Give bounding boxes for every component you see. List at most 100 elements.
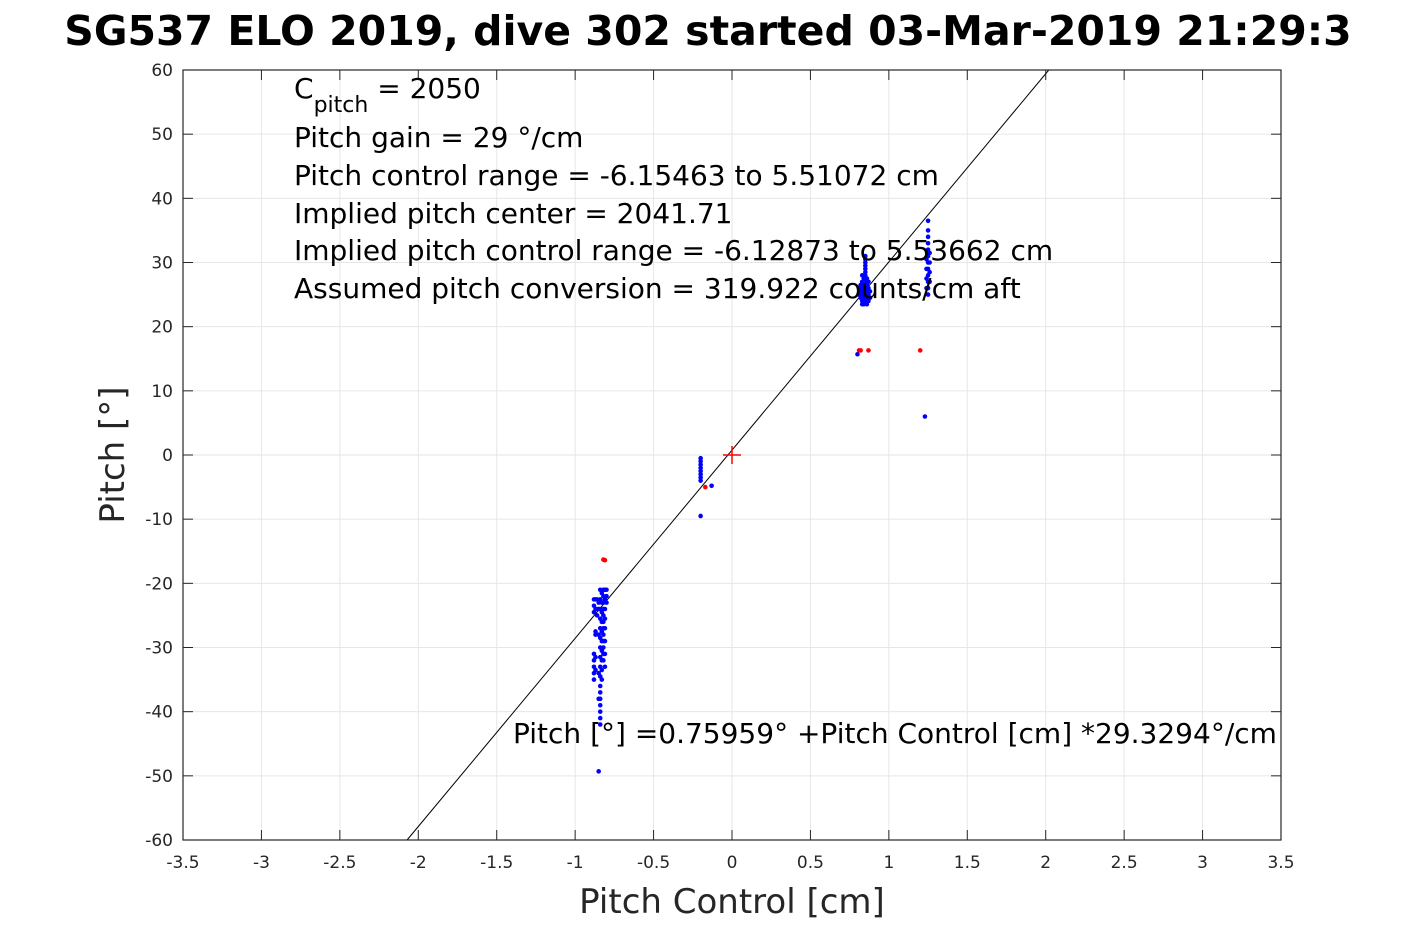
data-point	[867, 295, 873, 301]
data-point	[709, 483, 714, 489]
annotation-main: Implied pitch control range = -6.12873 t…	[294, 234, 1053, 267]
fit-equation-label: Pitch [°] =0.75959° +Pitch Control [cm] …	[513, 717, 1277, 750]
annotation-line: Implied pitch control range = -6.12873 t…	[294, 234, 1053, 267]
annotation-main: Pitch gain = 29 °/cm	[294, 121, 583, 154]
y-tick-label: 0	[162, 446, 173, 466]
y-tick-label: -40	[145, 703, 173, 723]
annotation-main: C	[294, 72, 314, 105]
data-point	[925, 218, 931, 224]
x-axis-label: Pitch Control [cm]	[579, 882, 885, 922]
x-tick-label: 0.5	[797, 853, 824, 873]
data-point	[602, 616, 608, 621]
data-point	[698, 475, 703, 480]
data-point	[698, 459, 703, 464]
y-tick-label: 10	[151, 382, 173, 402]
data-point	[698, 513, 703, 519]
data-point	[597, 690, 603, 695]
data-point	[597, 683, 603, 689]
annotation-main: Implied pitch center = 2041.71	[294, 197, 732, 230]
data-point	[597, 715, 603, 721]
data-point	[698, 455, 703, 461]
data-point	[698, 468, 703, 474]
x-tick-label: 2.5	[1111, 853, 1138, 873]
data-point	[867, 289, 873, 294]
x-tick-label: 1	[883, 853, 894, 873]
data-point	[927, 260, 932, 265]
y-tick-label: -20	[145, 574, 173, 594]
y-tick-label: 60	[151, 61, 173, 81]
data-point	[863, 269, 868, 275]
data-point	[591, 677, 597, 682]
data-point	[698, 478, 703, 483]
annotation-line: Pitch control range = -6.15463 to 5.5107…	[294, 159, 939, 192]
data-point	[863, 256, 868, 262]
annotation-main: Pitch control range = -6.15463 to 5.5107…	[294, 159, 939, 192]
y-tick-label: -30	[145, 639, 173, 659]
data-point	[863, 260, 868, 265]
data-point	[597, 702, 603, 708]
data-point	[593, 597, 598, 602]
data-point	[863, 266, 868, 272]
y-axis-label: Pitch [°]	[93, 386, 133, 523]
data-point	[593, 654, 598, 660]
x-tick-label: -3	[253, 853, 270, 873]
annotation-subscript: pitch	[314, 93, 369, 118]
data-point	[856, 285, 862, 291]
y-tick-label: -60	[145, 831, 173, 851]
data-point	[698, 471, 703, 477]
data-point	[597, 625, 603, 631]
y-tick-label: 50	[151, 125, 173, 145]
annotation-rest: = 2050	[368, 72, 481, 105]
data-point	[924, 256, 929, 262]
data-point	[924, 285, 929, 291]
data-point	[922, 414, 928, 419]
data-point	[594, 613, 600, 618]
data-point	[927, 279, 932, 285]
annotation-line: Cpitch = 2050	[294, 72, 481, 118]
data-point	[866, 279, 871, 285]
y-tick-label: 20	[151, 318, 173, 338]
x-tick-label: 3.5	[1267, 853, 1294, 873]
y-tick-label: 30	[151, 254, 173, 274]
data-point	[925, 234, 931, 240]
data-point	[924, 266, 929, 272]
data-point	[698, 465, 703, 471]
data-point	[597, 645, 603, 650]
data-point	[597, 722, 603, 727]
x-tick-label: -0.5	[637, 853, 670, 873]
data-point	[925, 292, 931, 297]
x-tick-label: 3	[1197, 853, 1208, 873]
data-point	[917, 348, 923, 353]
annotation-line: Assumed pitch conversion = 319.922 count…	[294, 272, 1021, 305]
tick-labels: -3.5 -3 -2.5 -2 -1.5 -1 -0.5 0 0.5 1 1.5 2 2.5 3 3.5 60…	[145, 61, 1294, 873]
annotation-line: Implied pitch center = 2041.71	[294, 197, 732, 230]
data-point	[602, 638, 608, 644]
center-marker-layer	[723, 446, 741, 464]
grid-layer	[182, 69, 1282, 841]
data-point	[855, 351, 860, 357]
data-point	[863, 253, 868, 259]
x-tick-label: -2.5	[323, 853, 356, 873]
data-point	[597, 587, 603, 593]
data-point	[596, 696, 601, 702]
data-point	[593, 606, 598, 612]
x-tick-label: 0	[727, 853, 738, 873]
tick-marks	[182, 69, 1282, 841]
y-tick-label: -50	[145, 767, 173, 787]
data-point	[925, 240, 931, 246]
x-tick-label: -3.5	[166, 853, 199, 873]
data-point	[698, 462, 703, 467]
x-tick-label: -2	[410, 853, 427, 873]
x-tick-label: -1	[567, 853, 584, 873]
data-point	[858, 348, 863, 353]
data-point	[597, 709, 603, 714]
data-point	[927, 269, 932, 275]
data-point	[863, 263, 868, 269]
data-point	[602, 557, 608, 563]
data-point	[924, 276, 929, 281]
y-tick-label: -10	[145, 510, 173, 530]
data-point	[597, 654, 603, 660]
